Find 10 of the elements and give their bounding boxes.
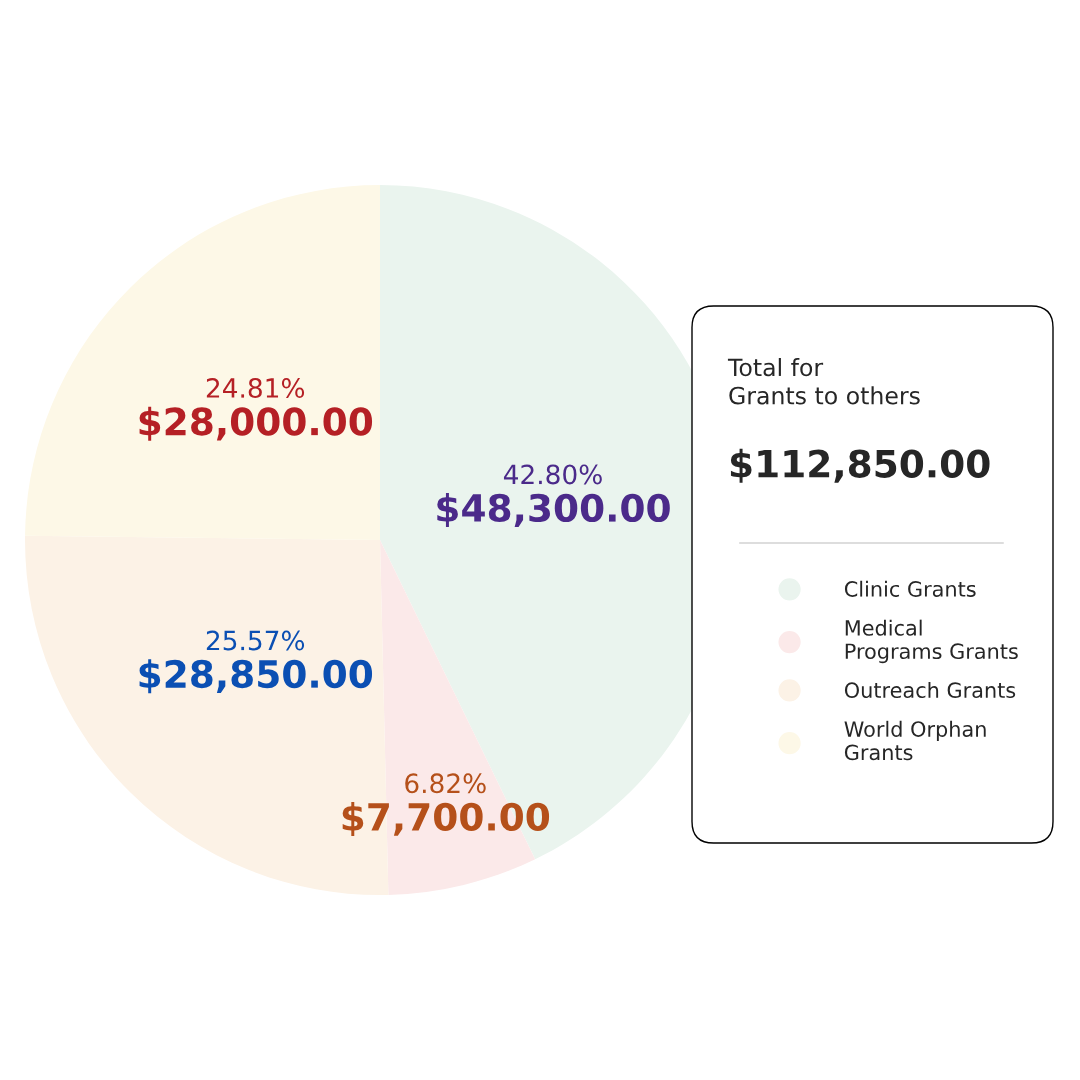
legend-label: World Orphan Grants [844,720,986,761]
data-label: 25.57% $28,850.00 [139,630,373,694]
data-label: 6.82% $7,700.00 [342,773,550,836]
text: $112,850.00 [730,448,990,483]
legend-label: Medical Programs Grants [845,619,1018,664]
text: Total for Grants to others [727,358,920,405]
legend-label: Clinic Grants [844,580,976,597]
legend-label: Outreach Grants [844,681,1016,699]
data-label: 24.81% $28,000.00 [139,378,373,441]
data-label: 42.80% $48,300.00 [437,464,670,528]
